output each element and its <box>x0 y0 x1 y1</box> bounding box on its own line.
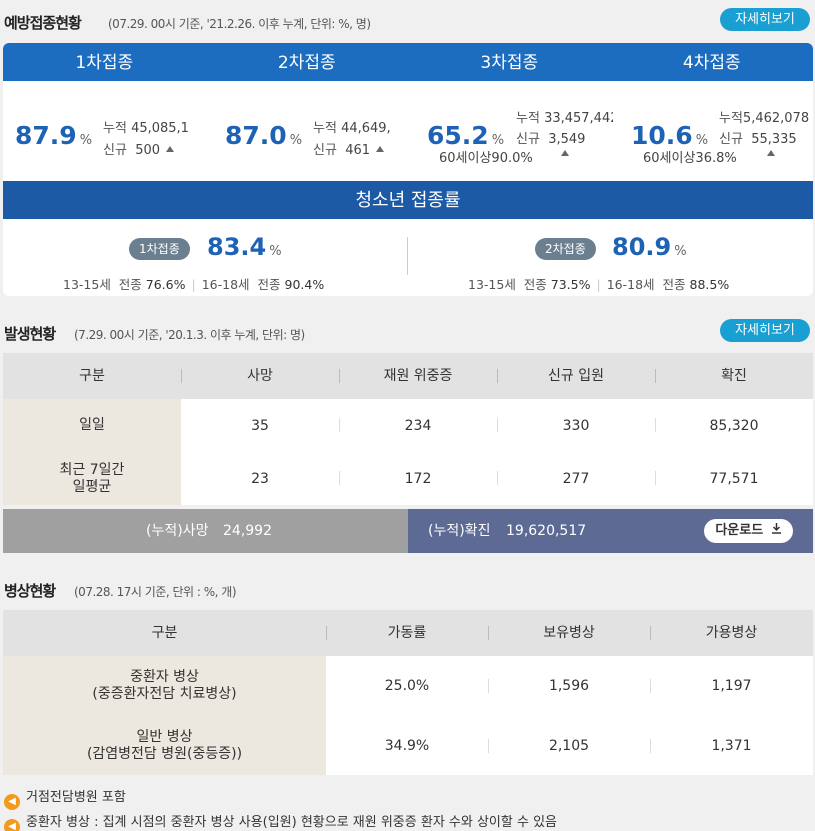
dose-3-pct: 65.2% <box>427 121 505 150</box>
col-header-utilization: 가동률 <box>387 625 427 641</box>
dose-2-pct: 87.0% <box>225 121 303 150</box>
col-header-category: 구분 <box>79 368 105 384</box>
general-held: 2,105 <box>548 737 590 754</box>
occurrence-table: 구분 사망 재원 위중증 신규 입원 확진 일일 35 234 330 85,3… <box>3 353 813 505</box>
youth-stats-row: 1차접종 83.4% 13-15세 전종 76.6% | 16-18세 전종 90.… <box>3 219 813 296</box>
dose-1-pct: 87.9% <box>15 121 93 150</box>
col-header-available-beds: 가용병상 <box>705 625 758 641</box>
dose-3-age: 60세이상90.0% <box>439 151 533 166</box>
icu-held: 1,596 <box>548 678 590 694</box>
avg-deaths: 23 <box>251 470 269 487</box>
tab-dose-3: 3차접종 <box>480 53 539 73</box>
daily-deaths: 35 <box>251 417 269 434</box>
dose-4-cumulative: 누적5,462,078 <box>719 111 810 126</box>
tab-dose-4: 4차접종 <box>682 53 741 73</box>
download-icon <box>771 519 782 543</box>
up-arrow-icon <box>767 150 775 156</box>
vaccine-more-button[interactable]: 자세히보기 <box>720 8 810 31</box>
dose-2-cumulative: 누적 44,649, <box>313 121 391 136</box>
youth-dose-1-breakdown: 13-15세 전종 76.6% | 16-18세 전종 90.4% <box>63 277 325 292</box>
beds-subtitle: (07.28. 17시 기준, 단위 : %, 개) <box>74 585 237 599</box>
icu-available: 1,197 <box>711 678 752 694</box>
dose-4-new: 신규 55,335 <box>719 132 797 147</box>
note-1: ◀ 거점전담병원 포함 <box>4 786 126 810</box>
youth-dose-1-pct: 83.4% <box>207 233 282 261</box>
beds-table: 구분 가동률 보유병상 가용병상 중환자 병상 (중증환자전담 치료병상) 25… <box>3 610 813 775</box>
row-label-daily: 일일 <box>3 399 181 452</box>
col-header-critical: 재원 위중증 <box>383 368 453 384</box>
cumulative-bar: (누적)사망 24,992 (누적)확진 19,620,517 다운로드 <box>3 509 813 553</box>
speaker-icon: ◀ <box>4 819 20 831</box>
beds-section-header: 병상현황 (07.28. 17시 기준, 단위 : %, 개) <box>4 576 812 602</box>
youth-title: 청소년 접종률 <box>3 181 813 219</box>
vaccine-title: 예방접종현황 <box>4 14 82 32</box>
tab-dose-2: 2차접종 <box>277 53 336 73</box>
cumulative-confirmed: (누적)확진 19,620,517 다운로드 <box>408 509 813 553</box>
vaccine-subtitle: (07.29. 00시 기준, '21.2.26. 이후 누계, 단위: %, … <box>108 17 371 31</box>
dose-3-new: 신규 3,549 <box>516 132 586 147</box>
cumulative-deaths: (누적)사망 24,992 <box>3 509 408 553</box>
col-header-deaths: 사망 <box>247 368 273 384</box>
daily-confirmed: 85,320 <box>709 417 759 434</box>
dose-4-pct: 10.6% <box>631 121 709 150</box>
vaccine-card: 1차접종 2차접종 3차접종 4차접종 87.9% 누적 45,085,1 신규… <box>3 43 813 296</box>
dose-tabs: 1차접종 2차접종 3차접종 4차접종 <box>3 43 813 81</box>
dose-1-stats: 87.9% 누적 45,085,1 신규 500 <box>3 81 206 181</box>
dose-3-stats: 65.2% 누적 33,457,442 신규 3,549 60세이상90.0% <box>415 81 618 181</box>
row-label-general-beds: 일반 병상 (감염병전담 병원(중등증)) <box>3 716 326 775</box>
occurrence-table-header: 구분 사망 재원 위중증 신규 입원 확진 <box>3 353 813 399</box>
vaccine-section-header: 예방접종현황 (07.29. 00시 기준, '21.2.26. 이후 누계, … <box>4 8 812 34</box>
note-2: ◀ 중환자 병상 : 집계 시점의 중환자 병상 사용(입원) 현황으로 재원 위… <box>4 811 557 831</box>
avg-new-admit: 277 <box>562 470 590 487</box>
download-button[interactable]: 다운로드 <box>704 519 793 543</box>
up-arrow-icon <box>166 146 175 152</box>
occurrence-title: 발생현황 <box>4 325 56 343</box>
dose-stats-row: 87.9% 누적 45,085,1 신규 500 87.0% 누적 44,649… <box>3 81 813 181</box>
youth-divider <box>407 237 408 275</box>
up-arrow-icon <box>561 150 569 156</box>
col-header-bed-category: 구분 <box>151 625 178 641</box>
occurrence-section-header: 발생현황 (7.29. 00시 기준, '20.1.3. 이후 누계, 단위: … <box>4 319 812 345</box>
general-available: 1,371 <box>711 737 752 754</box>
youth-dose-2-breakdown: 13-15세 전종 73.5% | 16-18세 전종 88.5% <box>468 277 730 292</box>
beds-table-header: 구분 가동률 보유병상 가용병상 <box>3 610 813 656</box>
dose-2-new: 신규 461 <box>313 139 403 158</box>
row-label-icu-beds: 중환자 병상 (중증환자전담 치료병상) <box>3 656 326 716</box>
youth-dose-2-pct: 80.9% <box>612 233 687 261</box>
occurrence-subtitle: (7.29. 00시 기준, '20.1.3. 이후 누계, 단위: 명) <box>74 328 305 342</box>
dose-1-cumulative: 누적 45,085,1 <box>103 121 189 136</box>
dose-2-stats: 87.0% 누적 44,649, 신규 461 <box>209 81 412 181</box>
col-header-confirmed: 확진 <box>721 368 747 384</box>
occurrence-more-button[interactable]: 자세히보기 <box>720 319 810 342</box>
row-label-7day-avg: 최근 7일간 일평균 <box>3 452 181 505</box>
tab-dose-1: 1차접종 <box>75 53 134 73</box>
dose-4-age: 60세이상36.8% <box>643 151 737 166</box>
col-header-held-beds: 보유병상 <box>543 625 595 641</box>
daily-new-admit: 330 <box>562 417 590 434</box>
col-header-new-admit: 신규 입원 <box>548 368 604 384</box>
speaker-icon: ◀ <box>4 794 20 810</box>
avg-confirmed: 77,571 <box>709 470 759 487</box>
general-utilization: 34.9% <box>384 737 430 754</box>
dose-3-cumulative: 누적 33,457,442 <box>516 111 613 126</box>
avg-critical: 172 <box>404 470 432 487</box>
daily-critical: 234 <box>404 417 432 434</box>
dose-4-stats: 10.6% 누적5,462,078 신규 55,335 60세이상36.8% <box>615 81 813 181</box>
icu-utilization: 25.0% <box>384 678 430 694</box>
up-arrow-icon <box>376 146 385 152</box>
beds-title: 병상현황 <box>4 582 56 600</box>
youth-badge-dose-1: 1차접종 <box>129 238 190 260</box>
dose-1-new: 신규 500 <box>103 139 193 158</box>
youth-badge-dose-2: 2차접종 <box>535 238 596 260</box>
